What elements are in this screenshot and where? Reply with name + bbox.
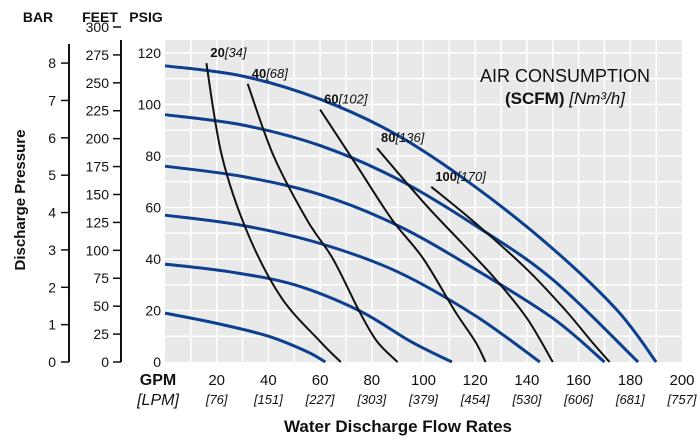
air-consumption-curves: 20[34] 40[68] 60[102] 80[136] 100[170] <box>205 45 611 363</box>
air-consumption-curve <box>205 63 342 363</box>
x-unit-lpm: [LPM] <box>136 392 179 409</box>
x-tick-label-gpm: 200 <box>669 372 694 389</box>
legend-units: (SCFM) [Nm³/h] <box>505 89 626 108</box>
x-tick-label-lpm: [606] <box>563 392 593 407</box>
x-tick-label-lpm: [151] <box>253 392 283 407</box>
bar-tick-label: 3 <box>48 242 56 258</box>
psig-tick-label: 80 <box>145 148 161 164</box>
feet-tick-label: 225 <box>86 103 110 119</box>
bar-axis-header: BAR <box>23 9 53 25</box>
bar-tick-label: 0 <box>48 354 56 370</box>
x-unit-gpm: GPM <box>140 372 176 389</box>
air-consumption-curve <box>246 83 399 363</box>
x-tick-label-gpm: 180 <box>618 372 643 389</box>
feet-tick-label: 275 <box>86 47 110 63</box>
pressure-curve <box>164 213 541 364</box>
feet-axis-header: FEET <box>82 9 118 25</box>
feet-tick-label: 125 <box>86 214 110 230</box>
feet-tick-label: 175 <box>86 159 110 175</box>
psig-tick-label: 40 <box>145 251 161 267</box>
feet-tick-label: 0 <box>101 354 109 370</box>
x-tick-label-gpm: 160 <box>566 372 591 389</box>
x-tick-label-lpm: [530] <box>511 392 541 407</box>
bar-tick-label: 1 <box>48 317 56 333</box>
feet-tick-label: 50 <box>93 298 109 314</box>
x-tick-label-gpm: 140 <box>514 372 539 389</box>
y-axis-label: Discharge Pressure <box>12 130 29 271</box>
feet-tick-label: 200 <box>86 131 110 147</box>
bar-tick-label: 6 <box>48 130 56 146</box>
bar-tick-label: 8 <box>48 55 56 71</box>
x-tick-label-lpm: [379] <box>408 392 438 407</box>
x-tick-label-gpm: 60 <box>312 372 329 389</box>
x-tick-label-gpm: 100 <box>411 372 436 389</box>
axis-ticks: 0204060801001200255075100125150175200225… <box>48 19 697 407</box>
air-consumption-curve <box>376 147 554 363</box>
feet-tick-label: 100 <box>86 242 110 258</box>
pressure-curve <box>164 64 658 363</box>
air-consumption-legend: AIR CONSUMPTION (SCFM) [Nm³/h] <box>480 66 650 108</box>
psig-tick-label: 20 <box>145 302 161 318</box>
air-consumption-curve-label: 80[136] <box>381 130 425 145</box>
x-tick-label-gpm: 20 <box>208 372 225 389</box>
x-axis-label: Water Discharge Flow Rates <box>284 417 512 436</box>
psig-tick-label: 0 <box>153 354 161 370</box>
x-tick-label-lpm: [76] <box>205 392 228 407</box>
feet-tick-label: 150 <box>86 186 110 202</box>
air-consumption-curve-label: 100[170] <box>435 169 486 184</box>
bar-tick-label: 4 <box>48 205 56 221</box>
x-tick-label-lpm: [303] <box>356 392 386 407</box>
legend-units-scfm: (SCFM) <box>505 89 564 108</box>
feet-tick-label: 250 <box>86 75 110 91</box>
x-tick-label-gpm: 80 <box>363 372 380 389</box>
psig-tick-label: 60 <box>145 199 161 215</box>
bar-tick-label: 5 <box>48 167 56 183</box>
air-consumption-curve-label: 60[102] <box>324 92 368 107</box>
x-tick-label-lpm: [757] <box>667 392 697 407</box>
psig-axis-header: PSIG <box>129 9 163 25</box>
bar-tick-label: 7 <box>48 92 56 108</box>
pressure-curve <box>164 113 640 364</box>
psig-tick-label: 100 <box>138 96 162 112</box>
psig-tick-label: 120 <box>138 45 162 61</box>
x-tick-label-lpm: [454] <box>460 392 490 407</box>
bar-tick-label: 2 <box>48 279 56 295</box>
air-consumption-curve-label: 40[68] <box>252 66 289 81</box>
air-consumption-curve <box>319 109 487 363</box>
feet-tick-label: 300 <box>86 19 110 35</box>
x-tick-label-lpm: [227] <box>305 392 335 407</box>
x-tick-label-gpm: 40 <box>260 372 277 389</box>
x-tick-label-lpm: [681] <box>615 392 645 407</box>
air-consumption-curve-label: 20[34] <box>210 45 247 60</box>
legend-title: AIR CONSUMPTION <box>480 66 650 86</box>
feet-tick-label: 25 <box>93 326 109 342</box>
pressure-curve <box>164 262 453 364</box>
air-consumption-curve <box>430 186 611 363</box>
x-tick-label-gpm: 120 <box>463 372 488 389</box>
pressure-curve <box>164 311 327 364</box>
feet-tick-label: 75 <box>93 270 109 286</box>
legend-units-metric: [Nm³/h] <box>568 89 626 108</box>
